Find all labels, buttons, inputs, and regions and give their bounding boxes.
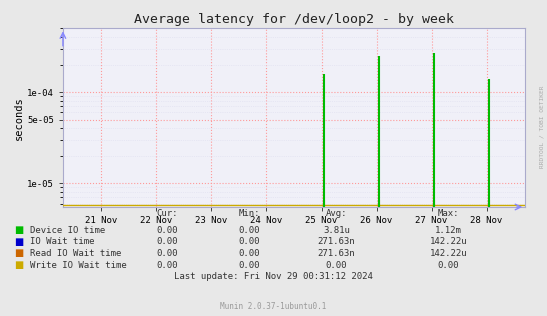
Text: Min:: Min: [238,210,260,218]
Text: RRDTOOL / TOBI OETIKER: RRDTOOL / TOBI OETIKER [539,85,544,168]
Text: 0.00: 0.00 [238,249,260,258]
Text: 0.00: 0.00 [325,261,347,270]
Text: Write IO Wait time: Write IO Wait time [30,261,127,270]
Text: Last update: Fri Nov 29 00:31:12 2024: Last update: Fri Nov 29 00:31:12 2024 [174,272,373,281]
Text: 0.00: 0.00 [156,261,178,270]
Text: Device IO time: Device IO time [30,226,106,234]
Text: ■: ■ [14,260,23,270]
Title: Average latency for /dev/loop2 - by week: Average latency for /dev/loop2 - by week [134,13,454,26]
Text: 1.12m: 1.12m [435,226,462,234]
Text: 0.00: 0.00 [156,226,178,234]
Text: 271.63n: 271.63n [318,237,355,246]
Text: ■: ■ [14,225,23,235]
Text: 271.63n: 271.63n [318,249,355,258]
Text: 0.00: 0.00 [238,226,260,234]
Text: 0.00: 0.00 [238,261,260,270]
Text: Max:: Max: [438,210,459,218]
Text: 0.00: 0.00 [438,261,459,270]
Text: Read IO Wait time: Read IO Wait time [30,249,121,258]
Text: 0.00: 0.00 [156,249,178,258]
Text: ■: ■ [14,248,23,258]
Text: 142.22u: 142.22u [430,249,467,258]
Text: Munin 2.0.37-1ubuntu0.1: Munin 2.0.37-1ubuntu0.1 [220,302,327,311]
Y-axis label: seconds: seconds [14,96,24,140]
Text: 142.22u: 142.22u [430,237,467,246]
Text: 3.81u: 3.81u [323,226,350,234]
Text: IO Wait time: IO Wait time [30,237,95,246]
Text: 0.00: 0.00 [238,237,260,246]
Text: Avg:: Avg: [325,210,347,218]
Text: ■: ■ [14,237,23,247]
Text: Cur:: Cur: [156,210,178,218]
Text: 0.00: 0.00 [156,237,178,246]
